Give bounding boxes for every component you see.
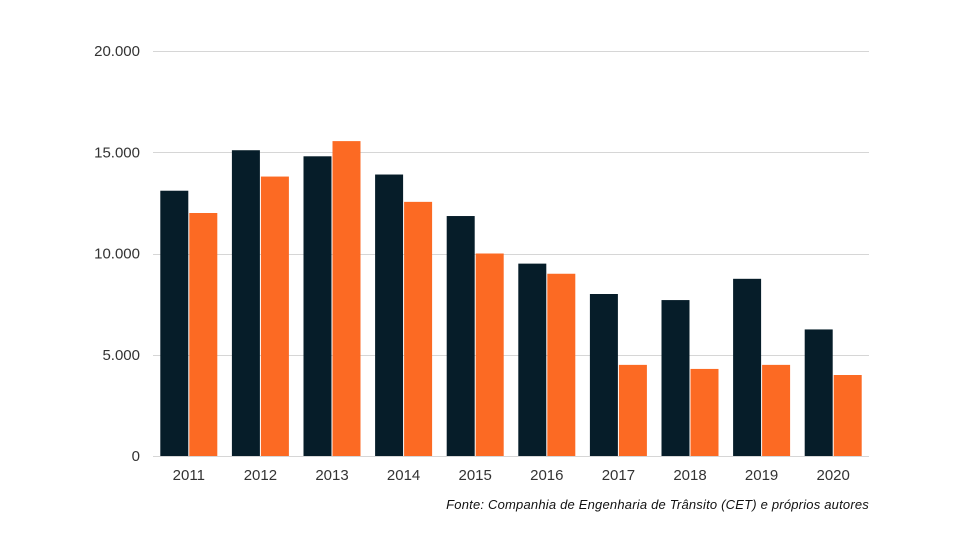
bar-series-2 [332,141,361,457]
x-tick-label: 2012 [244,467,277,484]
x-tick-label: 2014 [387,467,420,484]
x-tick-label: 2013 [315,467,348,484]
bar-series-2 [260,176,289,457]
bar-series-1 [160,190,189,456]
bar-series-2 [618,364,647,456]
y-tick-label: 10.000 [94,246,140,263]
bars [160,141,862,457]
x-tick-label: 2016 [530,467,563,484]
x-tick-label: 2020 [817,467,850,484]
y-axis-tick-labels: 0 5.000 10.000 15.000 20.000 [94,43,140,465]
bar-series-1 [804,329,833,456]
bar-series-2 [833,375,862,456]
bar-series-2 [690,368,719,456]
bar-series-1 [733,278,762,456]
bar-series-1 [661,300,690,456]
bar-series-2 [404,201,433,456]
gridlines [153,51,869,457]
bar-series-1 [589,294,618,456]
bar-series-1 [375,174,404,456]
x-tick-label: 2015 [459,467,492,484]
bar-series-2 [547,273,576,456]
x-tick-label: 2011 [173,467,205,484]
x-tick-label: 2017 [602,467,635,484]
bar-series-1 [518,263,547,456]
bar-series-1 [303,156,332,457]
y-tick-label: 15.000 [94,144,140,161]
x-axis-tick-labels: 2011 2012 2013 2014 2015 2016 2017 2018 2019 2020 [173,467,850,484]
x-tick-label: 2019 [745,467,778,484]
y-tick-label: 20.000 [94,43,140,60]
source-note: Fonte: Companhia de Engenharia de Trânsi… [446,497,869,512]
y-tick-label: 0 [132,448,140,465]
bar-series-2 [475,253,504,456]
bar-series-1 [231,150,260,456]
y-tick-label: 5.000 [102,347,140,364]
x-tick-label: 2018 [673,467,706,484]
bar-series-1 [446,216,475,456]
bar-series-2 [189,213,218,456]
bar-series-2 [762,364,791,456]
